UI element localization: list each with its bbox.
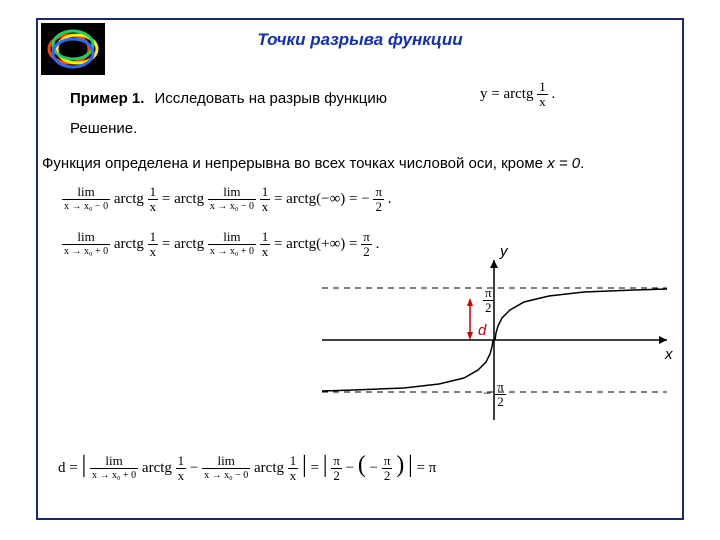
function-formula: y = arctg 1x . <box>480 80 555 109</box>
pi-half-top: π2 <box>483 286 494 315</box>
example-label: Пример 1. <box>70 90 144 107</box>
x-axis-label: x <box>665 346 673 363</box>
body-text: Функция определена и непрерывна во всех … <box>42 155 584 172</box>
y-axis-label: y <box>500 243 508 260</box>
slide-title: Точки разрыва функции <box>0 30 720 50</box>
d-label: d <box>478 322 486 339</box>
example-line: Пример 1. Исследовать на разрыв функцию <box>70 90 387 107</box>
example-text: Исследовать на разрыв функцию <box>154 90 387 107</box>
solution-label: Решение. <box>70 120 137 137</box>
limit-formula-2: limx → x₀ + 0 arctg 1x = arctg limx → x₀… <box>62 230 379 259</box>
pi-half-bottom: − π2 <box>483 380 506 409</box>
d-formula: d = | limx → x₀ + 0 arctg 1x − limx → x₀… <box>58 452 436 483</box>
limit-formula-1: limx → x₀ − 0 arctg 1x = arctg limx → x₀… <box>62 185 392 214</box>
